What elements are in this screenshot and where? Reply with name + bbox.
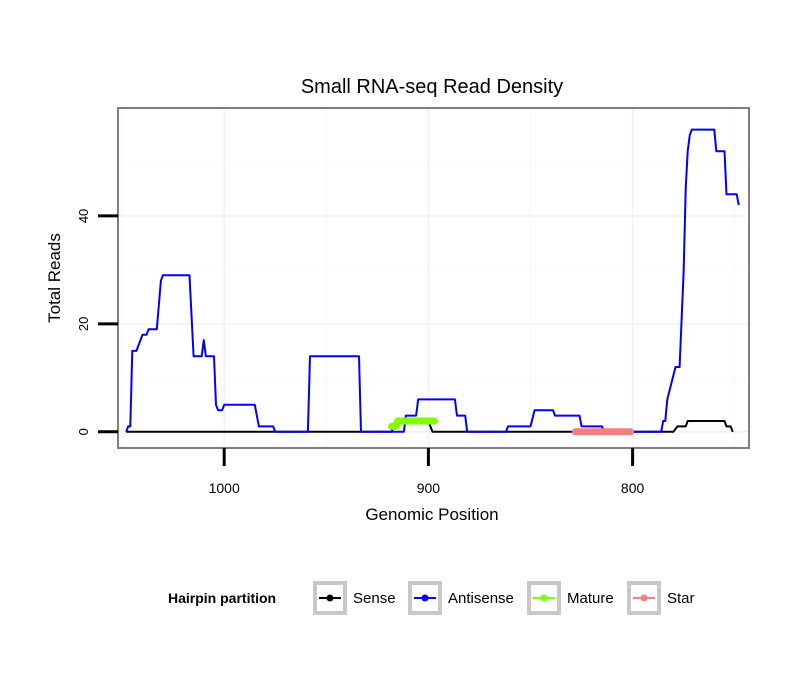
plot-panel (117, 107, 750, 449)
legend-key-point (540, 594, 548, 602)
legend-item-antisense: Antisense (408, 581, 514, 615)
legend-label: Sense (353, 590, 396, 607)
legend-label: Antisense (448, 590, 514, 607)
x-axis-label: Genomic Position (365, 505, 498, 524)
legend-key-point (640, 594, 648, 602)
y-tick-label: 40 (76, 209, 91, 223)
legend-item-mature: Mature (527, 581, 614, 615)
series-layer (125, 128, 740, 436)
legend-item-sense: Sense (313, 581, 396, 615)
chart-title: Small RNA-seq Read Density (301, 76, 563, 98)
legend-title: Hairpin partition (168, 590, 276, 606)
y-axis-label: Total Reads (45, 233, 64, 323)
series-antisense-line (125, 128, 740, 433)
x-tick-label: 1000 (209, 480, 240, 496)
y-tick-label: 20 (76, 317, 91, 331)
legend-label: Mature (567, 590, 614, 607)
legend-label: Star (667, 590, 695, 607)
y-tick-label: 0 (76, 428, 91, 435)
x-axis: 1000 900 800 (209, 448, 645, 496)
legend-item-star: Star (627, 581, 695, 615)
y-axis: 0 20 40 (76, 209, 118, 435)
legend-key-point (421, 594, 429, 602)
x-tick-label: 800 (621, 480, 645, 496)
panel-border (117, 107, 750, 449)
legend-key-point (326, 594, 334, 602)
series-mature-line (388, 417, 438, 430)
grid-lines (118, 107, 749, 448)
x-tick-label: 900 (417, 480, 441, 496)
legend: Hairpin partition Sense Antisense Mature St… (168, 581, 695, 615)
